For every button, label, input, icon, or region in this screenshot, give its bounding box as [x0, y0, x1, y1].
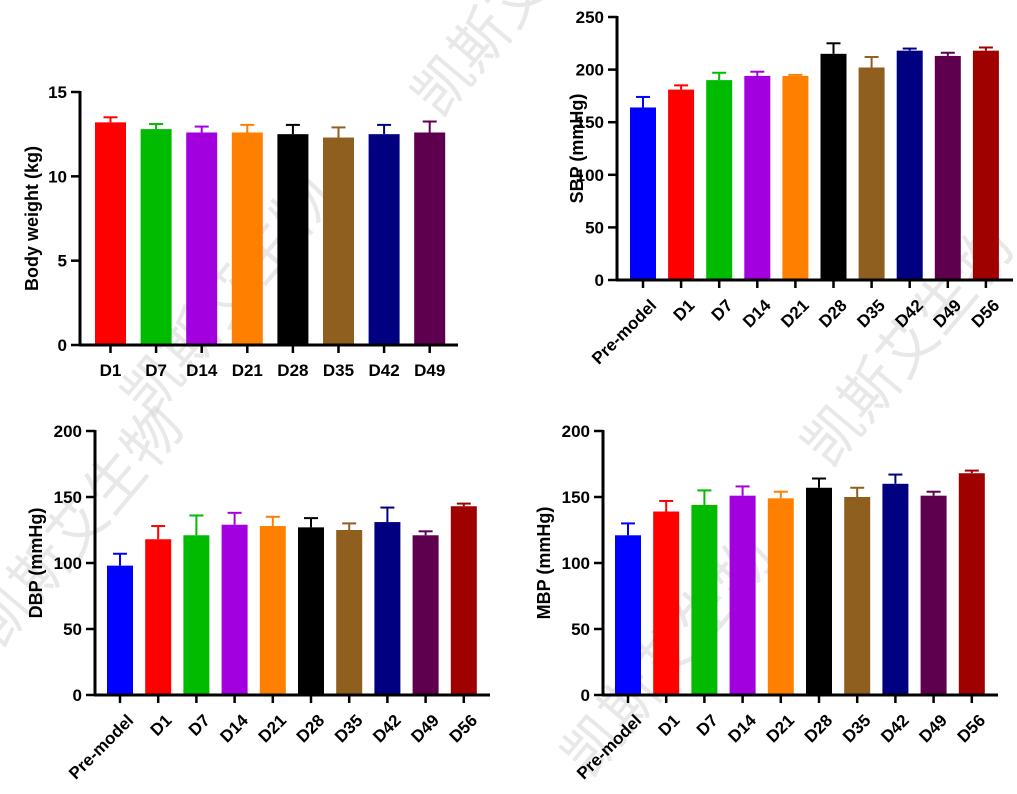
x-tick-label: D21 — [232, 361, 263, 380]
bar-d49 — [414, 132, 446, 345]
bar-d49 — [934, 55, 961, 281]
bar-d28 — [277, 134, 309, 345]
bar-d42 — [882, 483, 909, 695]
bar-d35 — [844, 497, 871, 695]
x-tick-label: D21 — [777, 296, 812, 331]
y-tick-label: 0 — [581, 686, 590, 705]
x-tick-label: D28 — [277, 361, 308, 380]
bar-d1 — [95, 122, 126, 345]
bar-d49 — [412, 535, 439, 695]
x-tick-label: D35 — [323, 361, 354, 380]
bar-d7 — [706, 80, 733, 281]
x-tick-label: D14 — [739, 295, 775, 331]
y-tick-label: 5 — [58, 252, 67, 271]
bar-d7 — [183, 535, 210, 695]
bar-d42 — [896, 50, 923, 280]
bar-d56 — [958, 473, 985, 695]
x-tick-label: D7 — [708, 296, 737, 325]
x-tick-label: D14 — [724, 710, 760, 746]
chart-dbp: Pre-model D1 D7 D14 D21 D28 D35 D42 D49 D56 0 50 100… — [26, 422, 490, 783]
y-tick-label: 15 — [48, 83, 67, 102]
x-tick-label: D28 — [815, 296, 850, 331]
x-tick-label: D49 — [407, 711, 442, 746]
y-axis-title: Body weight (kg) — [22, 146, 42, 291]
y-tick-label: 50 — [571, 620, 590, 639]
y-tick-label: 0 — [58, 336, 67, 355]
y-tick-label: 150 — [576, 113, 604, 132]
bar-d1 — [668, 89, 695, 280]
bar-d14 — [744, 75, 771, 280]
bar-d21 — [231, 132, 263, 345]
bar-d14 — [729, 495, 756, 695]
x-tick-label: D21 — [763, 711, 798, 746]
x-tick-label: D35 — [839, 711, 874, 746]
x-tick-label: D1 — [147, 711, 176, 740]
bar-d1 — [653, 511, 680, 695]
bar-d21 — [259, 526, 286, 695]
x-tick-label: D42 — [369, 711, 404, 746]
y-tick-label: 150 — [562, 488, 590, 507]
x-tick-label: D28 — [293, 711, 328, 746]
bar-d14 — [221, 524, 248, 695]
y-tick-label: 150 — [54, 488, 82, 507]
x-tick-label: D1 — [670, 296, 699, 325]
x-tick-label: D28 — [801, 711, 836, 746]
x-tick-label: D21 — [255, 711, 290, 746]
x-tick-label: D56 — [446, 711, 481, 746]
bar-d35 — [323, 137, 354, 345]
bar-d42 — [368, 134, 400, 345]
y-tick-label: 200 — [576, 61, 604, 80]
bar-d35 — [336, 530, 363, 695]
y-tick-label: 10 — [48, 167, 67, 186]
bar-d1 — [145, 539, 172, 695]
bar-d56 — [972, 50, 999, 280]
bar-pre-model — [107, 565, 133, 695]
y-tick-label: 50 — [585, 218, 604, 237]
x-tick-label: D1 — [100, 361, 122, 380]
y-tick-label: 100 — [54, 554, 82, 573]
x-tick-label: D42 — [369, 361, 400, 380]
x-tick-label: Pre-model — [588, 296, 660, 368]
y-axis-title: SBP (mmHg) — [567, 94, 587, 204]
bar-d56 — [450, 506, 477, 695]
x-tick-label: D35 — [331, 711, 366, 746]
y-tick-label: 100 — [562, 554, 590, 573]
x-tick-label: D7 — [145, 361, 167, 380]
x-tick-label: D7 — [693, 711, 722, 740]
y-tick-label: 200 — [562, 422, 590, 441]
x-tick-label: D49 — [414, 361, 445, 380]
y-axis-title: MBP (mmHg) — [534, 507, 554, 620]
chart-body-weight: D1 D7 D14 D21 D28 D35 D42 D49 0 5 10 15 Body weight … — [22, 83, 458, 380]
x-tick-label: D14 — [216, 710, 252, 746]
bar-pre-model — [630, 107, 656, 280]
y-tick-label: 50 — [63, 620, 82, 639]
y-axis-title: DBP (mmHg) — [26, 508, 46, 619]
y-tick-label: 0 — [73, 686, 82, 705]
bar-d21 — [782, 75, 809, 280]
y-tick-label: 100 — [576, 166, 604, 185]
bar-d14 — [186, 132, 218, 345]
bar-d28 — [298, 527, 324, 695]
bar-d49 — [920, 495, 947, 695]
chart-sbp: Pre-model D1 D7 D14 D21 D28 D35 D42 D49 D56050100… — [567, 8, 1013, 368]
y-tick-label: 0 — [595, 271, 604, 290]
y-tick-label: 200 — [54, 422, 82, 441]
bar-d28 — [806, 487, 832, 695]
x-tick-label: D14 — [186, 361, 218, 380]
x-tick-label: D49 — [915, 711, 950, 746]
bar-d42 — [374, 522, 401, 695]
bar-d21 — [767, 498, 794, 695]
bar-d28 — [820, 53, 847, 280]
x-tick-label: D7 — [185, 711, 214, 740]
bar-d7 — [140, 129, 172, 345]
x-tick-label: D56 — [954, 711, 989, 746]
bar-d35 — [858, 67, 885, 280]
x-tick-label: Pre-model — [65, 711, 137, 783]
bar-pre-model — [615, 535, 641, 695]
x-tick-label: D42 — [877, 711, 912, 746]
y-tick-label: 250 — [576, 8, 604, 27]
bar-d7 — [691, 504, 718, 695]
